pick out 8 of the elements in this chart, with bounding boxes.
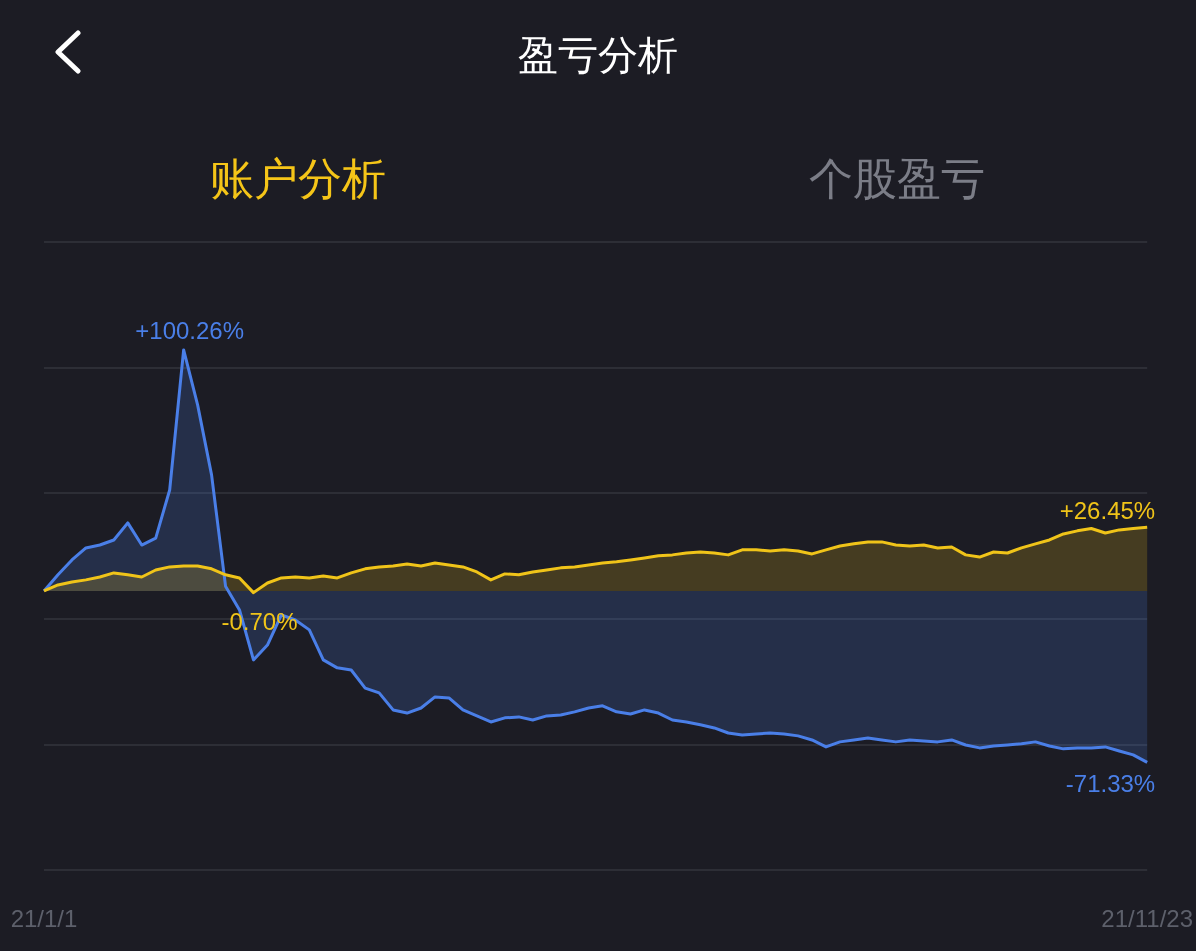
data-label: -71.33% [1065,769,1156,797]
x-tick-label: 21/1/1 [10,904,78,932]
data-label: +100.26% [135,317,245,345]
text: 账户分析 [209,153,387,205]
x-tick-label: 21/11/23 [1101,904,1193,932]
text: 个股盈亏 [808,153,986,205]
chart-title: 盈亏分析 [517,32,679,79]
data-label: +26.45% [1059,496,1156,524]
